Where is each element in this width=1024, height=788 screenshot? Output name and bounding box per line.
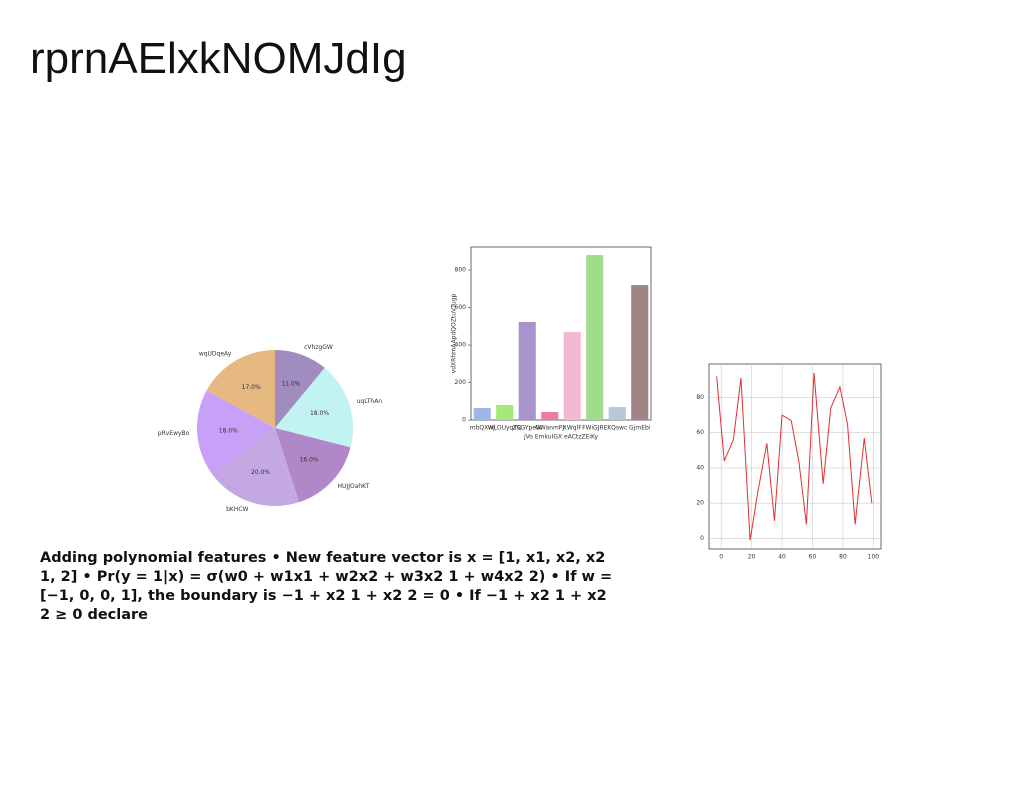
- slice-label: bKHCW: [226, 506, 248, 513]
- y-tick-label: 40: [696, 464, 704, 471]
- slice-label: cVhzgGW: [304, 344, 333, 351]
- slice-value-label: 16.0%: [300, 457, 319, 464]
- pie-slice: [206, 350, 275, 428]
- bar: [541, 411, 559, 420]
- y-tick-label: 80: [696, 394, 704, 401]
- line-series: [716, 372, 873, 541]
- x-tick-label: 20: [748, 554, 756, 561]
- bar: [518, 321, 536, 420]
- x-tick-label: KQswc: [607, 425, 627, 432]
- y-tick-label: 200: [455, 379, 467, 386]
- y-tick-label: 60: [696, 429, 704, 436]
- slice-label: wqUDqeAy: [199, 351, 232, 358]
- x-tick-label: 80: [839, 554, 847, 561]
- bar: [496, 405, 514, 420]
- x-tick-label: WLOUyqYQ: [488, 425, 522, 432]
- slice-label: pRvEwyBo: [158, 430, 190, 437]
- slice-value-label: 20.0%: [251, 469, 270, 476]
- pie-slice: [197, 390, 275, 474]
- x-tick-label: ZSGYpeW: [513, 425, 542, 432]
- y-tick-label: 0: [462, 417, 466, 424]
- y-tick-label: 400: [455, 342, 467, 349]
- y-tick-label: 20: [696, 500, 704, 507]
- x-tick-label: GWanmPJ: [535, 425, 564, 432]
- y-tick-label: 600: [455, 304, 467, 311]
- bar: [473, 408, 491, 420]
- x-tick-label: 40: [778, 554, 786, 561]
- pie-slice: [275, 367, 353, 448]
- x-tick-label: 0: [719, 554, 723, 561]
- slice-label: uqLThAn: [357, 398, 383, 405]
- x-tick-label: 60: [809, 554, 817, 561]
- y-axis-label: vdXRhrnAApdQOZtuVTugp: [451, 294, 458, 374]
- line-frame: [708, 363, 882, 550]
- slice-label: HUJJOahKT: [338, 483, 370, 490]
- pie-slice: [211, 428, 300, 506]
- x-tick-label: GjmEbi: [629, 425, 651, 432]
- x-tick-label: XWqlF: [563, 425, 583, 432]
- bar-frame: [470, 246, 652, 421]
- y-tick-label: 0: [700, 535, 704, 542]
- slice-value-label: 11.0%: [281, 380, 300, 387]
- bar: [563, 332, 581, 420]
- pie-slice: [275, 350, 325, 428]
- bar: [631, 285, 649, 420]
- body-text: Adding polynomial features • New feature…: [40, 550, 613, 623]
- x-tick-label: FWiGJRE: [582, 425, 608, 432]
- slice-value-label: 17.0%: [242, 384, 261, 391]
- slice-value-label: 18.0%: [219, 427, 238, 434]
- slide-title: rprnAElxkNOMJdIg: [30, 34, 407, 83]
- x-tick-label: mbQXwj: [470, 425, 495, 432]
- pie-slice: [275, 428, 351, 503]
- x-axis-label: jVo EmkuIGX eACtzZEiKy: [523, 434, 598, 441]
- slice-value-label: 18.0%: [310, 410, 329, 417]
- bar: [608, 407, 626, 420]
- bar: [586, 255, 604, 420]
- y-tick-label: 800: [455, 267, 467, 274]
- x-tick-label: 100: [868, 554, 880, 561]
